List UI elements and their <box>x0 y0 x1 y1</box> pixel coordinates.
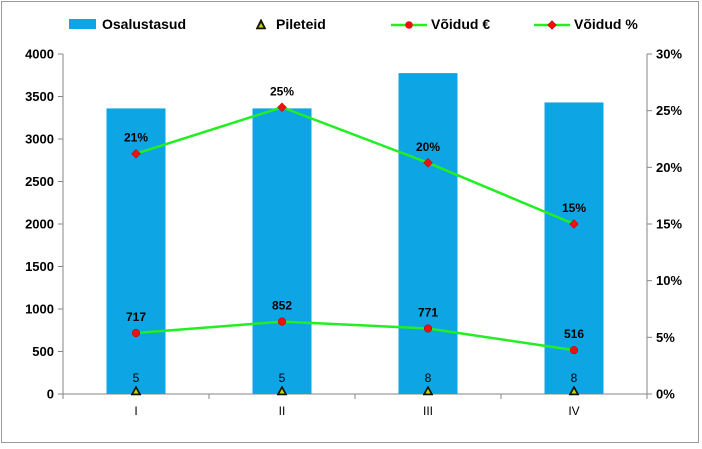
legend-swatch-point <box>405 21 413 29</box>
line-point <box>277 102 287 113</box>
y-right-tick-label: 25% <box>656 103 682 118</box>
x-tick-label: IV <box>568 404 579 418</box>
x-tick-label: I <box>134 404 137 418</box>
legend-label: Võidud % <box>574 16 638 32</box>
legend-label: Osalustasud <box>102 16 186 32</box>
legend-label: Pileteid <box>276 16 326 32</box>
line-point <box>423 157 433 168</box>
y-left-tick-label: 1000 <box>25 302 54 317</box>
x-tick-label: III <box>423 404 433 418</box>
legend-label: Võidud € <box>431 16 490 32</box>
y-right-tick-label: 0% <box>656 387 675 402</box>
data-label: 717 <box>126 310 146 324</box>
data-label: 5 <box>279 371 286 385</box>
y-left-tick-label: 500 <box>32 344 54 359</box>
line-point <box>131 329 141 338</box>
y-left-tick-label: 2500 <box>25 174 54 189</box>
bar-II <box>252 108 312 395</box>
marker-point-fill <box>571 389 577 394</box>
y-right-tick-label: 10% <box>656 273 682 288</box>
chart-frame: Osalustasud Pileteid Võidud € Võidud % 0 500… <box>1 1 699 443</box>
y-left-tick-label: 0 <box>47 387 54 402</box>
data-label: 21% <box>124 131 148 145</box>
lines-layer <box>131 102 579 355</box>
line-point <box>423 324 433 333</box>
y-right-tick-label: 15% <box>656 217 682 232</box>
bar-III <box>398 73 458 394</box>
line-series <box>135 320 575 352</box>
data-label: 852 <box>272 299 292 313</box>
y-left-tick-label: 1500 <box>25 259 54 274</box>
y-right-tick-label: 30% <box>656 47 682 62</box>
data-label: 25% <box>270 84 294 98</box>
axes: 0 500 1000 1500 2000 2500 3000 3500 4000 0% 5% 10% 1… <box>25 47 682 419</box>
marker-point-fill <box>279 389 285 394</box>
y-right-tick-label: 5% <box>656 330 675 345</box>
line-point <box>569 219 579 229</box>
labels-layer: 717 852 771 516 21% 25% 20% 15% 5 5 8 8 <box>124 84 586 396</box>
marker-point-fill <box>133 389 139 394</box>
x-tick-label: II <box>279 404 286 418</box>
y-left-tick-label: 3500 <box>25 89 54 104</box>
data-label: 8 <box>425 371 432 385</box>
legend-swatch-bar <box>69 19 96 29</box>
bars-layer <box>106 73 604 395</box>
legend: Osalustasud Pileteid Võidud € Võidud % <box>69 16 638 32</box>
chart-svg: Osalustasud Pileteid Võidud € Võidud % 0 500… <box>25 16 682 419</box>
data-label: 516 <box>564 327 584 341</box>
y-right-tick-label: 20% <box>656 160 682 175</box>
data-label: 8 <box>571 371 578 385</box>
legend-swatch-marker-fill <box>258 23 264 28</box>
line-series <box>135 105 575 226</box>
line-point <box>131 148 141 159</box>
data-label: 15% <box>562 201 586 215</box>
y-left-tick-label: 3000 <box>25 132 54 147</box>
y-left-tick-label: 4000 <box>25 47 54 62</box>
marker-point-fill <box>425 389 431 394</box>
line-point <box>569 346 579 355</box>
data-label: 20% <box>416 140 440 154</box>
data-label: 771 <box>418 305 438 319</box>
y-left-tick-label: 2000 <box>25 217 54 232</box>
line-point <box>277 317 287 326</box>
legend-swatch-point <box>547 20 557 30</box>
data-label: 5 <box>133 371 140 385</box>
bar-IV <box>544 102 604 394</box>
